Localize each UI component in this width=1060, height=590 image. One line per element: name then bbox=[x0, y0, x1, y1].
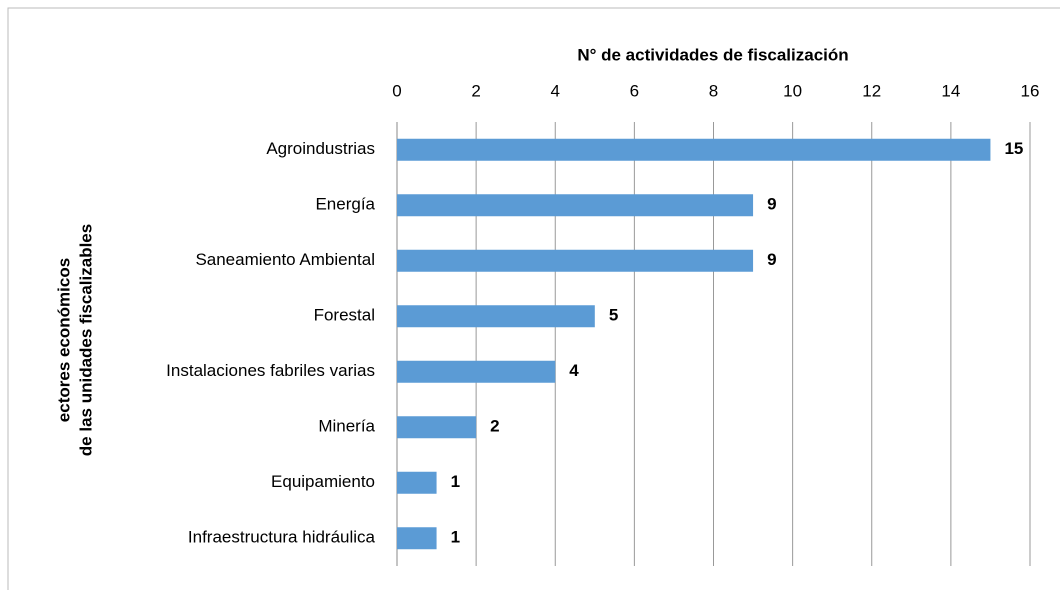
x-tick-label: 12 bbox=[862, 81, 881, 100]
y-tick-label: Forestal bbox=[314, 306, 375, 325]
x-tick-label: 4 bbox=[551, 81, 560, 100]
value-label: 1 bbox=[451, 472, 460, 491]
y-axis-title-line: de las unidades fiscalizables bbox=[76, 224, 95, 456]
chart-frame bbox=[7, 7, 1060, 590]
x-tick-label: 14 bbox=[941, 81, 960, 100]
bar bbox=[397, 305, 595, 328]
x-tick-label: 8 bbox=[709, 81, 718, 100]
x-tick-label: 16 bbox=[1021, 81, 1040, 100]
value-label: 5 bbox=[609, 306, 618, 325]
y-tick-label: Instalaciones fabriles varias bbox=[166, 361, 375, 380]
value-label: 15 bbox=[1004, 139, 1023, 158]
y-tick-label: Saneamiento Ambiental bbox=[195, 250, 375, 269]
value-label: 1 bbox=[451, 528, 460, 547]
bar bbox=[397, 416, 477, 439]
bar bbox=[397, 249, 754, 272]
x-axis-title: N° de actividades de fiscalización bbox=[577, 45, 848, 64]
x-tick-label: 0 bbox=[392, 81, 401, 100]
y-tick-label: Agroindustrias bbox=[266, 139, 375, 158]
bar bbox=[397, 360, 556, 383]
value-label: 9 bbox=[767, 250, 776, 269]
bar bbox=[397, 138, 991, 161]
y-tick-label: Infraestructura hidráulica bbox=[188, 528, 376, 547]
y-axis-title-line: ectores económicos bbox=[54, 258, 73, 422]
value-label: 4 bbox=[569, 361, 579, 380]
bar bbox=[397, 471, 437, 494]
value-label: 2 bbox=[490, 417, 499, 436]
y-tick-label: Minería bbox=[318, 417, 375, 436]
bar bbox=[397, 527, 437, 550]
x-tick-label: 2 bbox=[471, 81, 480, 100]
x-tick-label: 10 bbox=[783, 81, 802, 100]
y-tick-label: Equipamiento bbox=[271, 472, 375, 491]
y-tick-label: Energía bbox=[315, 195, 375, 214]
bar bbox=[397, 194, 754, 217]
x-tick-label: 6 bbox=[630, 81, 639, 100]
y-axis-title: ectores económicos de las unidades fisca… bbox=[54, 224, 95, 456]
value-label: 9 bbox=[767, 195, 776, 214]
